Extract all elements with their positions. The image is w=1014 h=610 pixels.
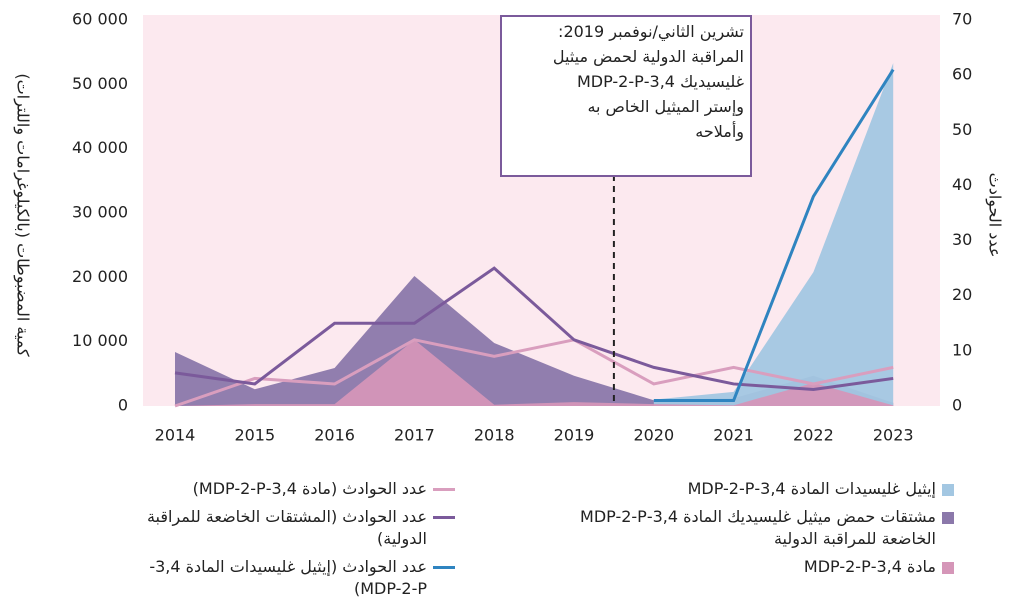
legend-swatch <box>433 566 455 569</box>
x-tick-label: 2019 <box>554 426 595 445</box>
annotation-line: غليسيديك 3,4-MDP-2-P <box>576 72 744 91</box>
annotation-line: وإستر الميثيل الخاص به <box>587 97 744 116</box>
annotation-line: تشرين الثاني/نوفمبر 2019: <box>558 22 744 41</box>
y-tick-label: 40 000 <box>72 138 128 157</box>
legend-label: عدد الحوادث (المشتقات الخاضعة للمراقبة ا… <box>146 507 427 548</box>
legend-item: إيثيل غليسيدات المادة 3,4-MDP-2-P <box>534 478 954 500</box>
legend-label: عدد الحوادث (مادة 3,4-MDP-2-P) <box>192 479 427 498</box>
legend: عدد الحوادث (مادة 3,4-MDP-2-P) عدد الحواد… <box>135 478 455 606</box>
x-tick-label: 2018 <box>474 426 515 445</box>
legend: إيثيل غليسيدات المادة 3,4-MDP-2-P مشتقات … <box>534 478 954 584</box>
y2-tick-label: 60 <box>952 65 972 84</box>
legend-label: مشتقات حمض ميثيل غليسيديك المادة 3,4-MDP… <box>580 507 936 548</box>
legend-swatch <box>942 484 954 496</box>
area <box>653 63 894 406</box>
legend-item: عدد الحوادث (المشتقات الخاضعة للمراقبة ا… <box>135 506 455 550</box>
x-tick-label: 2014 <box>155 426 196 445</box>
line <box>653 68 895 402</box>
y2-tick-label: 20 <box>952 285 972 304</box>
legend-swatch <box>942 562 954 574</box>
y-tick-label: 60 000 <box>72 10 128 29</box>
legend-label: إيثيل غليسيدات المادة 3,4-MDP-2-P <box>687 479 936 498</box>
y2-tick-label: 30 <box>952 230 972 249</box>
annotation: تشرين الثاني/نوفمبر 2019: المراقبة الدولي… <box>500 15 752 177</box>
legend-swatch <box>433 516 455 519</box>
legend-swatch <box>942 512 954 524</box>
y-tick-label: 0 <box>118 396 128 415</box>
y2-tick-label: 50 <box>952 120 972 139</box>
y-tick-label: 30 000 <box>72 203 128 222</box>
y2-tick-label: 0 <box>952 396 962 415</box>
legend-item: عدد الحوادث (مادة 3,4-MDP-2-P) <box>135 478 455 500</box>
x-tick-label: 2023 <box>873 426 914 445</box>
x-tick-label: 2021 <box>713 426 754 445</box>
area <box>175 339 894 406</box>
annotation-line: وأملاحه <box>695 122 744 141</box>
x-tick-label: 2016 <box>314 426 355 445</box>
y2-tick-label: 40 <box>952 175 972 194</box>
annotation-line: المراقبة الدولية لحمض ميثيل <box>552 47 744 66</box>
legend-item: عدد الحوادث (إيثيل غليسيدات المادة 3,4-M… <box>135 556 455 600</box>
y-axis-title: كمية المضبوطات (بالكيلوغرامات واللترات) <box>13 73 33 357</box>
legend-swatch <box>433 488 455 491</box>
y2-axis-title: عدد الحوادث <box>985 173 1005 258</box>
x-tick-label: 2017 <box>394 426 435 445</box>
y-tick-label: 50 000 <box>72 74 128 93</box>
legend-label: عدد الحوادث (إيثيل غليسيدات المادة 3,4-M… <box>149 557 427 598</box>
legend-item: مشتقات حمض ميثيل غليسيديك المادة 3,4-MDP… <box>534 506 954 550</box>
y-tick-label: 10 000 <box>72 331 128 350</box>
line <box>174 266 894 391</box>
x-tick-label: 2022 <box>793 426 834 445</box>
line <box>174 338 894 408</box>
y2-tick-label: 70 <box>952 10 972 29</box>
y-tick-label: 20 000 <box>72 267 128 286</box>
y2-tick-label: 10 <box>952 340 972 359</box>
legend-label: مادة 3,4-MDP-2-P <box>803 557 936 576</box>
x-tick-label: 2015 <box>234 426 275 445</box>
x-tick-label: 2020 <box>633 426 674 445</box>
legend-item: مادة 3,4-MDP-2-P <box>534 556 954 578</box>
